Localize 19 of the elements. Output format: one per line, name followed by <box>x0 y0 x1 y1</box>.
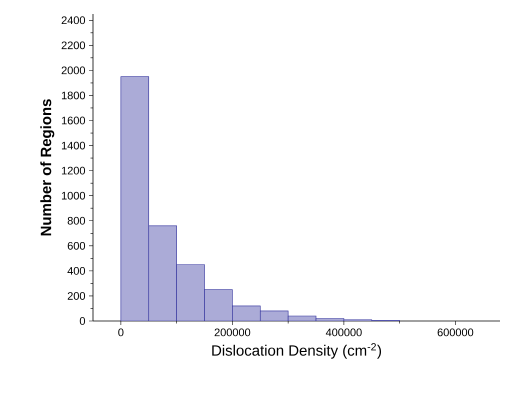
y-tick-label: 2400 <box>62 16 86 24</box>
x-tick-label: 400000 <box>326 328 362 336</box>
y-tick-label: 1800 <box>62 92 86 100</box>
y-tick-label: 0 <box>80 317 86 325</box>
y-tick-label: 1200 <box>62 166 86 175</box>
y-tick-label: 1400 <box>62 142 86 150</box>
y-tick-label: 2000 <box>62 66 86 74</box>
y-tick-label: 600 <box>68 242 86 250</box>
y-tick-label: 1600 <box>62 116 86 124</box>
x-axis-title: Dislocation Density (cm$^{-2}$) <box>212 343 382 359</box>
y-tick-label: 800 <box>68 216 86 225</box>
y-tick-label: 200 <box>68 292 86 300</box>
y-tick-label: 400 <box>67 267 86 275</box>
y-tick-label: 2200 <box>62 41 86 50</box>
x-tick-label: 200000 <box>214 328 250 336</box>
y-axis-title: Number of Regions <box>40 99 54 236</box>
x-tick-label: 600000 <box>438 328 474 336</box>
x-tick-label: 0 <box>118 328 124 336</box>
y-tick-label: 1000 <box>62 192 86 200</box>
